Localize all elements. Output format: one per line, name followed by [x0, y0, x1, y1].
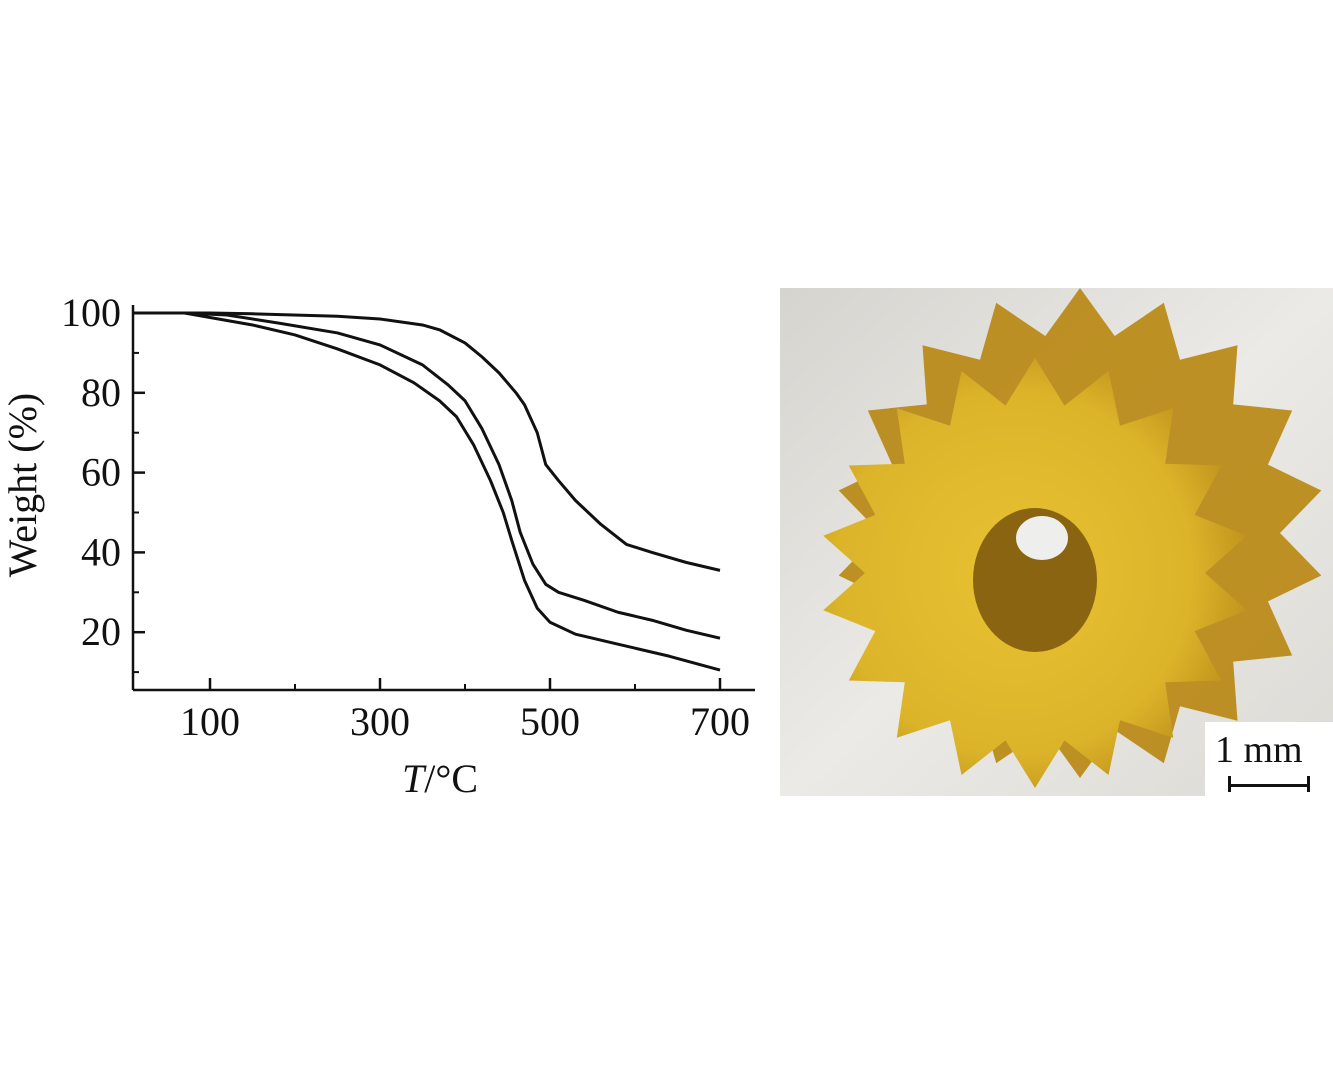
series-lines — [133, 311, 721, 672]
scale-bar-label: 1 mm — [1215, 728, 1303, 772]
y-tick-label: 100 — [61, 290, 121, 335]
x-tick-label: 300 — [350, 699, 410, 744]
gear-photo — [780, 288, 1333, 796]
scale-bar — [1229, 784, 1309, 787]
series-line-1 — [133, 311, 721, 572]
x-tick-label: 700 — [690, 699, 750, 744]
x-axis-label-unit: /°C — [424, 756, 478, 801]
y-tick-label: 80 — [81, 370, 121, 415]
tga-chart: 100 300 500 700 20 40 60 80 100 Weight (%) T/°C — [0, 290, 755, 801]
scale-bar-cap-left — [1228, 776, 1231, 792]
y-tick-label: 40 — [81, 529, 121, 574]
scale-bar-cap-right — [1307, 776, 1310, 792]
y-tick-label: 60 — [81, 450, 121, 495]
y-tick-label: 20 — [81, 609, 121, 654]
ticks: 100 300 500 700 20 40 60 80 100 — [61, 290, 750, 744]
x-tick-label: 500 — [520, 699, 580, 744]
series-line-2 — [133, 311, 721, 640]
x-axis-label-var: T — [402, 756, 427, 801]
x-axis-label: T/°C — [402, 756, 478, 801]
y-axis-label: Weight (%) — [0, 393, 45, 578]
gear-hole-through — [1016, 516, 1068, 560]
series-line-3 — [133, 311, 721, 672]
axes — [131, 305, 755, 692]
x-tick-label: 100 — [180, 699, 240, 744]
